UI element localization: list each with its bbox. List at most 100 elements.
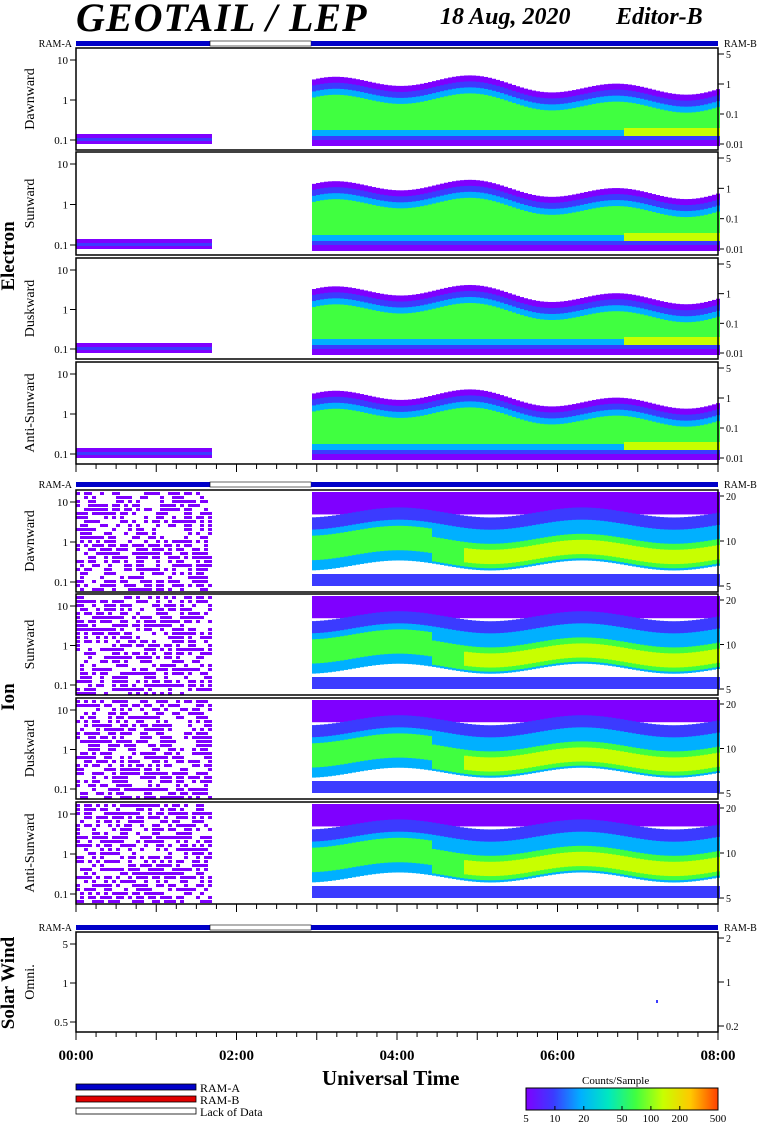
- heatmap-cell: [144, 704, 148, 707]
- heatmap-cell: [76, 628, 80, 631]
- heatmap-cell: [432, 308, 436, 339]
- heatmap-cell: [164, 644, 168, 647]
- heatmap-cell: [104, 784, 108, 787]
- heatmap-cell: [184, 544, 188, 547]
- heatmap-cell: [556, 749, 560, 764]
- heatmap-cell: [84, 516, 88, 519]
- heatmap-cell: [372, 631, 376, 656]
- heatmap-cell: [348, 95, 352, 130]
- y-tick-label: 0.1: [54, 344, 68, 356]
- heatmap-cell: [84, 572, 88, 575]
- heatmap-cell: [628, 312, 632, 339]
- heatmap-cell: [504, 620, 508, 643]
- heatmap-cell: [132, 138, 136, 141]
- heatmap-cell: [548, 646, 552, 661]
- heatmap-cell: [560, 423, 564, 444]
- heatmap-cell: [104, 508, 108, 511]
- heatmap-cell: [628, 206, 632, 235]
- heatmap-cell: [120, 512, 124, 515]
- heatmap-cell: [112, 556, 116, 559]
- heatmap-cell: [140, 644, 144, 647]
- heatmap-cell: [148, 676, 152, 679]
- heatmap-cell: [320, 200, 324, 235]
- heatmap-cell: [416, 700, 420, 723]
- heatmap-cell: [384, 781, 388, 793]
- heatmap-cell: [84, 600, 88, 603]
- heatmap-cell: [144, 724, 148, 727]
- heatmap-cell: [152, 243, 156, 246]
- heatmap-cell: [392, 700, 396, 723]
- heatmap-cell: [116, 720, 120, 723]
- heatmap-cell: [88, 504, 92, 507]
- heatmap-cell: [688, 652, 692, 667]
- heatmap-cell: [700, 442, 704, 450]
- heatmap-cell: [500, 724, 504, 748]
- heatmap-cell: [656, 213, 660, 235]
- heatmap-cell: [600, 540, 604, 556]
- heatmap-cell: [112, 760, 116, 763]
- heatmap-cell: [420, 734, 424, 760]
- heatmap-cell: [152, 572, 156, 575]
- heatmap-cell: [136, 564, 140, 567]
- heatmap-cell: [460, 781, 464, 793]
- heatmap-cell: [428, 204, 432, 235]
- heatmap-cell: [152, 624, 156, 627]
- heatmap-cell: [540, 719, 544, 742]
- heatmap-cell: [444, 677, 448, 689]
- heatmap-cell: [640, 314, 644, 339]
- heatmap-cell: [384, 416, 388, 444]
- heatmap-cell: [164, 680, 168, 683]
- heatmap-cell: [548, 110, 552, 130]
- heatmap-cell: [168, 604, 172, 607]
- heatmap-cell: [76, 636, 80, 639]
- heatmap-cell: [492, 410, 496, 444]
- heatmap-cell: [132, 724, 136, 727]
- heatmap-cell: [128, 764, 132, 767]
- heatmap-cell: [120, 676, 124, 679]
- heatmap-cell: [152, 676, 156, 679]
- heatmap-cell: [576, 574, 580, 586]
- heatmap-cell: [128, 728, 132, 731]
- heatmap-cell: [640, 209, 644, 235]
- heatmap-cell: [148, 544, 152, 547]
- heatmap-cell: [328, 574, 332, 586]
- heatmap-cell: [76, 632, 80, 635]
- heatmap-cell: [140, 640, 144, 643]
- heatmap-cell: [160, 712, 164, 715]
- heatmap-cell: [372, 574, 376, 586]
- heatmap-cell: [184, 540, 188, 543]
- heatmap-cell: [108, 243, 112, 246]
- heatmap-cell: [184, 700, 188, 703]
- heatmap-cell: [76, 500, 80, 503]
- heatmap-cell: [88, 508, 92, 511]
- heatmap-cell: [524, 700, 528, 723]
- heatmap-cell: [176, 640, 180, 643]
- heatmap-cell: [640, 418, 644, 444]
- heatmap-cell: [520, 105, 524, 130]
- heatmap-cell: [172, 556, 176, 559]
- heatmap-cell: [468, 516, 472, 539]
- heatmap-cell: [116, 776, 120, 779]
- heatmap-cell: [156, 560, 160, 563]
- heatmap-cell: [404, 103, 408, 130]
- heatmap-cell: [560, 748, 564, 763]
- heatmap-cell: [196, 572, 200, 575]
- heatmap-cell: [136, 644, 140, 647]
- heatmap-cell: [184, 500, 188, 503]
- heatmap-cell: [112, 700, 116, 703]
- heatmap-cell: [168, 560, 172, 563]
- heatmap-cell: [92, 544, 96, 547]
- heatmap-cell: [108, 584, 112, 587]
- heatmap-cell: [708, 423, 712, 444]
- heatmap-cell: [332, 492, 336, 515]
- heatmap-cell: [480, 549, 484, 564]
- heatmap-cell: [120, 600, 124, 603]
- heatmap-cell: [524, 106, 528, 130]
- heatmap-cell: [704, 514, 708, 538]
- heatmap-cell: [76, 700, 80, 703]
- heatmap-cell: [168, 652, 172, 655]
- heatmap-cell: [156, 656, 160, 659]
- heatmap-cell: [500, 308, 504, 339]
- heatmap-cell: [468, 302, 472, 339]
- heatmap-cell: [188, 636, 192, 639]
